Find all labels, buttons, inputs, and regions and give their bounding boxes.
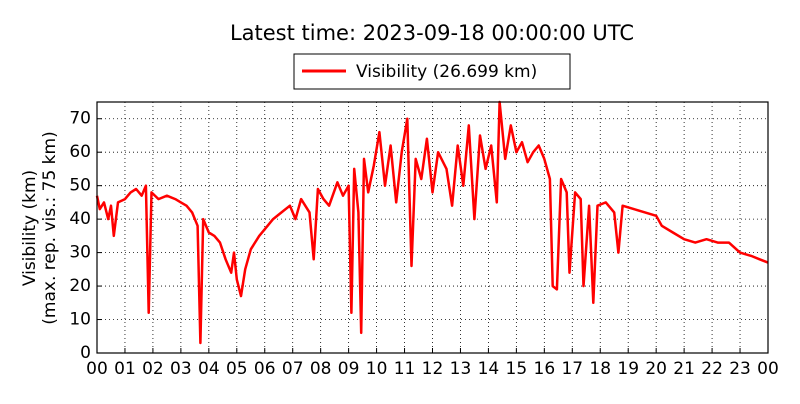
y-tick-label: 40 xyxy=(69,209,91,229)
chart-title: Latest time: 2023-09-18 00:00:00 UTC xyxy=(230,21,634,45)
plot-frame xyxy=(96,101,769,354)
x-tick-label: 09 xyxy=(338,359,360,379)
y-tick-label: 30 xyxy=(69,243,91,263)
x-tick-label: 16 xyxy=(534,359,556,379)
y-tick-label: 70 xyxy=(69,109,91,129)
x-tick-label: 17 xyxy=(561,359,583,379)
x-tick-label: 05 xyxy=(226,359,248,379)
x-tick-label: 10 xyxy=(366,359,388,379)
x-tick-label: 04 xyxy=(198,359,220,379)
x-tick-label: 14 xyxy=(478,359,500,379)
y-tick-label: 20 xyxy=(69,276,91,296)
legend-label: Visibility (26.699 km) xyxy=(356,62,537,82)
x-tick-label: 11 xyxy=(394,359,416,379)
x-tick-label: 22 xyxy=(701,359,723,379)
y-tick-label: 50 xyxy=(69,176,91,196)
x-tick-label: 08 xyxy=(310,359,332,379)
x-tick-label: 19 xyxy=(617,359,639,379)
data-line xyxy=(95,100,769,345)
x-tick-label: 07 xyxy=(282,359,304,379)
y-axis-label: Visibility (km) xyxy=(20,170,40,286)
x-tick-label: 00 xyxy=(757,359,779,379)
x-tick-label: 01 xyxy=(114,359,136,379)
x-tick-label: 20 xyxy=(645,359,667,379)
y-tick-label: 60 xyxy=(69,142,91,162)
y-axis-label: (max. rep. vis.: 75 km) xyxy=(40,131,60,324)
x-tick-label: 13 xyxy=(450,359,472,379)
y-tick-label: 0 xyxy=(80,343,91,363)
y-tick-label: 10 xyxy=(69,310,91,330)
x-tick-label: 21 xyxy=(673,359,695,379)
x-tick-label: 12 xyxy=(422,359,444,379)
x-tick-label: 06 xyxy=(254,359,276,379)
x-tick-label: 00 xyxy=(86,359,108,379)
x-tick-label: 18 xyxy=(589,359,611,379)
x-tick-label: 02 xyxy=(142,359,164,379)
x-tick-label: 15 xyxy=(506,359,528,379)
x-tick-label: 23 xyxy=(729,359,751,379)
x-tick-label: 03 xyxy=(170,359,192,379)
